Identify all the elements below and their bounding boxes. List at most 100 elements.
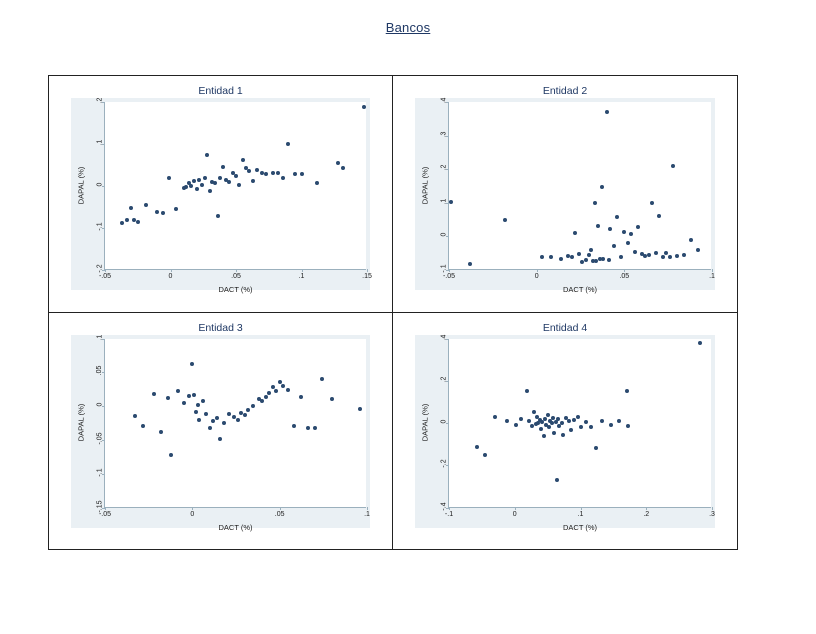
data-point bbox=[286, 387, 291, 392]
data-point bbox=[533, 422, 538, 427]
data-point bbox=[125, 218, 130, 223]
data-point bbox=[129, 205, 134, 210]
x-tick-label: .3 bbox=[709, 510, 715, 518]
data-point bbox=[564, 416, 569, 421]
data-point bbox=[589, 247, 594, 252]
data-point bbox=[629, 231, 634, 236]
data-point bbox=[298, 394, 303, 399]
y-tick bbox=[446, 338, 449, 340]
data-point bbox=[165, 395, 170, 400]
data-point bbox=[524, 389, 529, 394]
data-point bbox=[240, 157, 245, 162]
data-point bbox=[205, 152, 210, 157]
x-tick bbox=[449, 506, 450, 510]
data-point bbox=[540, 419, 545, 424]
y-tick-label: -.2 bbox=[96, 264, 104, 273]
data-point bbox=[597, 257, 602, 262]
data-point bbox=[155, 210, 160, 215]
x-tick-label: 0 bbox=[190, 510, 195, 518]
data-point bbox=[569, 428, 574, 433]
data-point bbox=[158, 429, 163, 434]
data-point bbox=[608, 227, 613, 231]
y-tick bbox=[102, 270, 105, 271]
x-tick bbox=[236, 269, 237, 272]
data-point bbox=[199, 183, 204, 188]
x-axis-title: DACT (%) bbox=[562, 285, 598, 294]
y-tick bbox=[446, 236, 449, 238]
data-point bbox=[160, 211, 165, 216]
y-axis-title: DAPAL (%) bbox=[76, 403, 86, 442]
data-point bbox=[493, 414, 498, 419]
data-point bbox=[643, 253, 648, 258]
data-point bbox=[251, 404, 256, 409]
y-tick-label: .1 bbox=[96, 139, 104, 146]
data-point bbox=[674, 253, 679, 258]
data-point bbox=[246, 408, 251, 413]
data-point bbox=[211, 418, 216, 423]
x-tick bbox=[646, 506, 648, 510]
data-point bbox=[330, 397, 335, 402]
data-point bbox=[546, 425, 551, 430]
data-point bbox=[681, 252, 686, 257]
x-tick-label: .05 bbox=[274, 510, 285, 518]
y-axis-title: DAPAL (%) bbox=[76, 166, 86, 205]
data-point bbox=[573, 231, 578, 236]
data-point bbox=[503, 217, 508, 222]
x-tick-label: -.05 bbox=[442, 273, 456, 280]
data-point bbox=[207, 425, 212, 430]
y-tick bbox=[446, 135, 449, 137]
data-point bbox=[514, 423, 519, 428]
data-point bbox=[189, 184, 194, 188]
data-point bbox=[664, 250, 669, 255]
data-point bbox=[286, 142, 291, 146]
data-point bbox=[275, 170, 280, 175]
data-point bbox=[197, 178, 202, 183]
data-point bbox=[592, 200, 597, 205]
data-point bbox=[270, 385, 275, 390]
data-point bbox=[646, 252, 651, 257]
data-point bbox=[601, 256, 606, 261]
data-point bbox=[535, 414, 540, 419]
y-tick-label: -.1 bbox=[440, 264, 448, 273]
y-tick-label: .1 bbox=[96, 334, 104, 340]
y-tick-label: .2 bbox=[440, 376, 448, 383]
x-tick-label: .15 bbox=[362, 273, 372, 280]
data-point bbox=[578, 424, 583, 429]
data-point bbox=[202, 175, 207, 180]
x-tick-label: .2 bbox=[643, 510, 650, 518]
x-tick bbox=[192, 506, 194, 510]
data-point bbox=[358, 406, 362, 411]
panel-title-1: Entidad 1 bbox=[198, 85, 243, 97]
y-tick-label: 0 bbox=[96, 182, 104, 187]
data-point bbox=[622, 230, 627, 235]
data-point bbox=[213, 181, 218, 186]
x-tick bbox=[514, 506, 516, 510]
data-point bbox=[218, 436, 223, 441]
data-point bbox=[336, 160, 341, 165]
data-point bbox=[197, 417, 202, 422]
data-point bbox=[223, 178, 228, 183]
data-point bbox=[234, 173, 238, 178]
data-point bbox=[242, 412, 247, 417]
data-point bbox=[576, 251, 581, 256]
x-axis-title: DACT (%) bbox=[562, 522, 598, 532]
data-point bbox=[291, 424, 296, 429]
data-point bbox=[606, 257, 611, 262]
y-tick bbox=[102, 338, 105, 340]
data-point bbox=[143, 202, 148, 207]
data-point bbox=[550, 415, 555, 420]
y-tick-label: -.15 bbox=[96, 499, 104, 513]
data-point bbox=[504, 418, 509, 423]
data-point bbox=[204, 412, 209, 417]
data-point bbox=[244, 166, 249, 171]
data-point bbox=[200, 398, 205, 403]
data-point bbox=[247, 169, 252, 174]
x-tick-label: .1 bbox=[577, 510, 584, 518]
y-tick-label: 0 bbox=[440, 232, 448, 237]
y-tick-label: .1 bbox=[440, 198, 448, 205]
data-point bbox=[254, 168, 259, 173]
data-point bbox=[549, 421, 554, 426]
data-point bbox=[299, 172, 304, 177]
x-tick-label: 0 bbox=[512, 510, 517, 518]
y-tick bbox=[102, 439, 105, 441]
